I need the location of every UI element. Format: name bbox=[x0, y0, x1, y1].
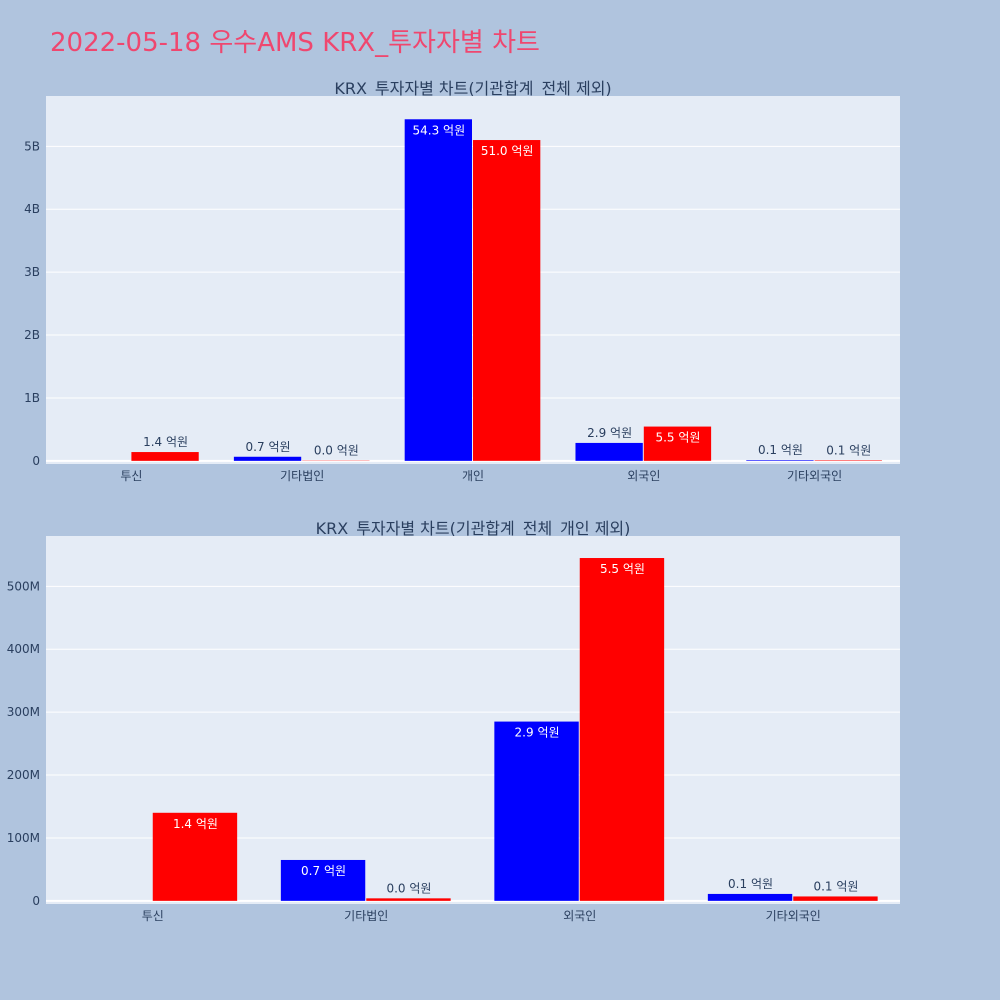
chart-1-ytick-label: 0 bbox=[32, 454, 40, 468]
chart-1-data-label: 5.5 억원 bbox=[655, 431, 700, 445]
chart-1-ytick-label: 2B bbox=[24, 328, 40, 342]
page-title: 2022-05-18 우수AMS KRX_투자자별 차트 bbox=[50, 28, 540, 58]
chart-1-bar-blue-외국인 bbox=[575, 442, 643, 461]
chart-2-bar-red-투신 bbox=[152, 812, 238, 901]
chart-1: KRX_투자자별 차트(기관합계_전체 제외) 0 1B 2B 3B 4B 5B 1.4 … bbox=[24, 79, 900, 483]
chart-1-ytick-label: 4B bbox=[24, 202, 40, 216]
chart-2-xtick-label: 기타법인 bbox=[344, 909, 388, 923]
chart-2-bar-blue-기타외국인 bbox=[707, 893, 793, 901]
chart-1-x-axis: 투신 기타법인 개인 외국인 기타외국인 bbox=[120, 469, 842, 483]
chart-2-y-axis: 0 100M 200M 300M 400M 500M bbox=[7, 579, 40, 908]
chart-1-bar-red-외국인 bbox=[643, 426, 712, 461]
chart-1-data-label: 54.3 억원 bbox=[413, 123, 466, 137]
chart-1-xtick-label: 투신 bbox=[120, 469, 142, 483]
chart-2-bar-blue-외국인 bbox=[494, 721, 579, 901]
chart-1-bar-red-개인 bbox=[473, 140, 541, 461]
chart-1-bars bbox=[131, 119, 882, 461]
chart-2-gridlines bbox=[46, 585, 900, 902]
chart-2: KRX_투자자별 차트(기관합계_전체_개인 제외) 0 100M 200M 300M… bbox=[7, 519, 900, 923]
chart-2-data-label: 0.0 억원 bbox=[386, 881, 431, 895]
chart-2-bar-red-외국인 bbox=[579, 558, 665, 901]
chart-2-ytick-label: 0 bbox=[32, 894, 40, 908]
chart-2-data-label: 0.1 억원 bbox=[813, 879, 858, 893]
chart-1-bar-red-기타외국인 bbox=[814, 460, 882, 461]
chart-2-data-label: 1.4 억원 bbox=[173, 817, 218, 831]
chart-2-x-axis: 투신 기타법인 외국인 기타외국인 bbox=[142, 909, 821, 923]
chart-1-xtick-label: 기타외국인 bbox=[787, 469, 842, 483]
chart-1-ytick-label: 5B bbox=[24, 139, 40, 153]
chart-1-data-label: 2.9 억원 bbox=[587, 426, 632, 440]
chart-2-xtick-label: 외국인 bbox=[563, 909, 596, 923]
chart-1-bar-red-투신 bbox=[131, 452, 199, 461]
chart-2-data-label: 5.5 억원 bbox=[600, 562, 645, 576]
chart-2-bar-red-기타외국인 bbox=[793, 896, 878, 901]
chart-2-ytick-label: 100M bbox=[7, 831, 40, 845]
chart-1-ytick-label: 1B bbox=[24, 391, 40, 405]
chart-2-ytick-label: 200M bbox=[7, 768, 40, 782]
chart-2-bars bbox=[152, 558, 878, 901]
chart-2-ytick-label: 400M bbox=[7, 642, 40, 656]
chart-1-data-label: 0.0 억원 bbox=[314, 444, 359, 458]
chart-1-bar-blue-기타법인 bbox=[233, 456, 302, 461]
chart-1-ytick-label: 3B bbox=[24, 265, 40, 279]
chart-2-bar-red-기타법인 bbox=[366, 898, 451, 901]
chart-1-data-label: 0.7 억원 bbox=[246, 440, 291, 454]
chart-2-xtick-label: 투신 bbox=[142, 909, 164, 923]
chart-2-data-labels: 1.4 억원 0.7 억원 0.0 억원 2.9 억원 5.5 억원 0.1 억원 0.1 … bbox=[173, 562, 858, 895]
chart-2-data-label: 0.1 억원 bbox=[728, 877, 773, 891]
chart-1-xtick-label: 개인 bbox=[462, 469, 484, 483]
chart-2-ytick-label: 300M bbox=[7, 705, 40, 719]
chart-1-bar-blue-기타외국인 bbox=[746, 460, 814, 461]
chart-1-data-label: 1.4 억원 bbox=[143, 435, 188, 449]
chart-1-bar-blue-개인 bbox=[404, 119, 472, 461]
chart-1-data-labels: 1.4 억원 0.7 억원 0.0 억원 54.3 억원 51.0 억원 2.9 억원 5.… bbox=[143, 123, 871, 457]
chart-2-data-label: 0.7 억원 bbox=[301, 864, 346, 878]
chart-1-title: KRX_투자자별 차트(기관합계_전체 제외) bbox=[334, 79, 611, 99]
chart-2-xtick-label: 기타외국인 bbox=[766, 909, 821, 923]
chart-1-data-label: 51.0 억원 bbox=[481, 144, 534, 158]
chart-1-xtick-label: 외국인 bbox=[627, 469, 660, 483]
chart-2-ytick-label: 500M bbox=[7, 579, 40, 593]
chart-2-title: KRX_투자자별 차트(기관합계_전체_개인 제외) bbox=[316, 519, 631, 539]
chart-1-data-label: 0.1 억원 bbox=[758, 443, 803, 457]
chart-1-xtick-label: 기타법인 bbox=[280, 469, 324, 483]
chart-2-data-label: 2.9 억원 bbox=[515, 726, 560, 740]
chart-1-y-axis: 0 1B 2B 3B 4B 5B bbox=[24, 139, 40, 468]
chart-1-data-label: 0.1 억원 bbox=[826, 443, 871, 457]
chart-2-bar-blue-기타법인 bbox=[280, 859, 366, 901]
